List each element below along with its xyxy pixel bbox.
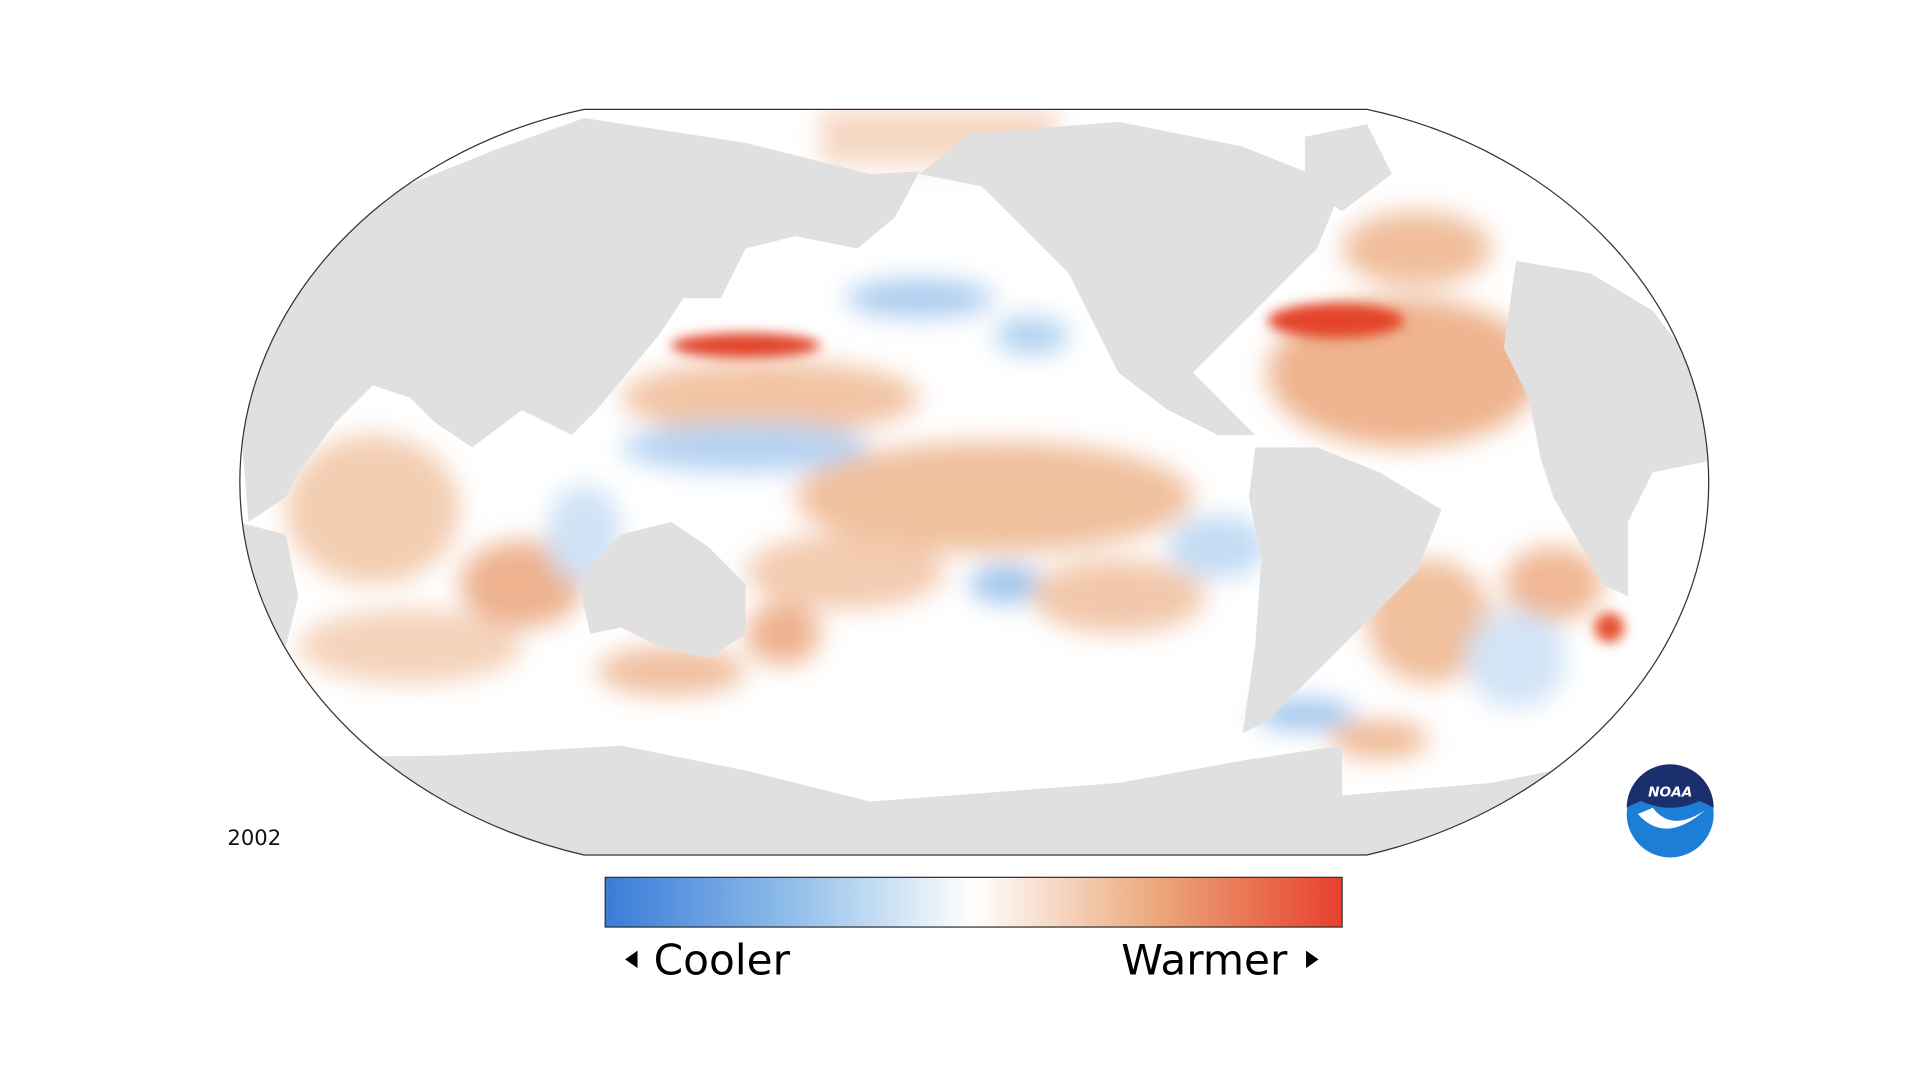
legend-high: Warmer [1121, 935, 1288, 984]
temperature-anomalies [285, 109, 1604, 759]
logo-band [1630, 782, 1710, 808]
arrow-left [625, 950, 638, 969]
globe [239, 109, 1709, 855]
legend-low: Cooler [654, 935, 791, 984]
year-label: 2002 [227, 825, 281, 850]
hot-spots [671, 303, 1625, 643]
map: 2002 NOAA Cooler Warmer [227, 108, 1714, 984]
land [239, 118, 1709, 855]
color-scale [604, 876, 1343, 928]
globe-outline [239, 108, 1710, 856]
noaa-logo: NOAA [1626, 764, 1714, 858]
logo-text: NOAA [1648, 785, 1692, 801]
logo-gull [1637, 807, 1705, 829]
arrow-right [1306, 950, 1319, 969]
